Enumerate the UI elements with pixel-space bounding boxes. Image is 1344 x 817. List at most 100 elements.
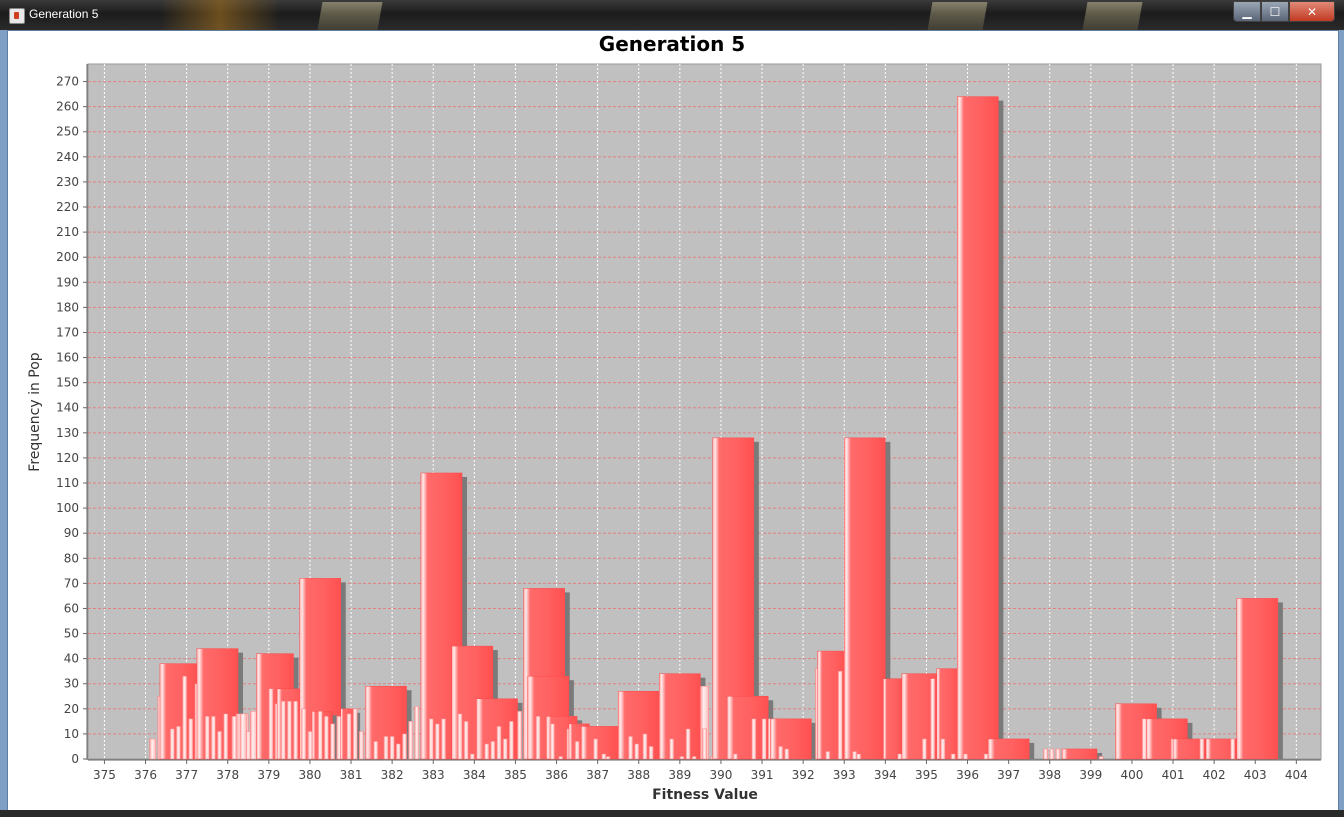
bar: [963, 753, 968, 760]
window-controls: ▁ ☐ ✕: [1233, 1, 1335, 22]
y-tick-label: 30: [64, 677, 79, 691]
bar: [659, 673, 701, 760]
bar: [268, 688, 274, 760]
chart-title: Generation 5: [599, 32, 745, 56]
x-tick-label: 395: [915, 768, 938, 782]
bar: [149, 738, 157, 760]
y-tick-label: 130: [56, 426, 79, 440]
bar: [825, 751, 831, 760]
bar: [1061, 748, 1098, 760]
bar: [463, 721, 469, 760]
x-tick-label: 398: [1038, 768, 1061, 782]
bar: [169, 728, 175, 760]
bar: [484, 743, 489, 760]
x-tick-label: 376: [134, 768, 157, 782]
bar: [1230, 738, 1235, 760]
bar: [628, 736, 633, 760]
bar: [223, 713, 228, 760]
bar: [593, 738, 598, 760]
y-tick-label: 210: [56, 225, 79, 239]
bar: [239, 713, 247, 760]
x-tick-label: 399: [1079, 768, 1102, 782]
bar: [558, 756, 563, 760]
x-tick-label: 403: [1244, 768, 1267, 782]
bar: [1043, 748, 1048, 760]
bar: [784, 748, 790, 760]
bar: [509, 721, 514, 760]
x-tick-label: 400: [1120, 768, 1143, 782]
x-tick-label: 397: [997, 768, 1020, 782]
x-tick-label: 396: [956, 768, 979, 782]
bar: [1049, 748, 1055, 760]
y-tick-label: 70: [64, 576, 79, 590]
title-bar[interactable]: Generation 5 ▁ ☐ ✕: [0, 0, 1344, 30]
x-tick-label: 387: [586, 768, 609, 782]
bar: [837, 670, 843, 760]
y-tick-label: 190: [56, 275, 79, 289]
bar: [346, 713, 352, 760]
y-tick-label: 180: [56, 300, 79, 314]
bar: [496, 726, 502, 760]
bar: [428, 718, 434, 760]
bar: [1236, 598, 1279, 760]
y-axis-label: Frequency in Pop: [27, 352, 43, 471]
bar: [457, 713, 463, 760]
bar: [940, 738, 946, 760]
x-tick-label: 394: [874, 768, 897, 782]
bar: [648, 746, 654, 760]
x-tick-label: 402: [1203, 768, 1226, 782]
y-tick-label: 100: [56, 501, 79, 515]
x-tick-label: 375: [93, 768, 116, 782]
bar: [634, 743, 639, 760]
window-title: Generation 5: [29, 7, 99, 21]
bar: [761, 718, 767, 760]
x-tick-label: 383: [422, 768, 445, 782]
bar: [469, 753, 475, 760]
bar: [642, 733, 648, 760]
bar: [883, 678, 905, 760]
x-tick-label: 378: [216, 768, 239, 782]
x-tick-label: 389: [668, 768, 691, 782]
bar: [435, 723, 440, 760]
x-tick-label: 393: [833, 768, 856, 782]
x-tick-label: 380: [298, 768, 321, 782]
bar: [733, 753, 738, 760]
bar: [517, 711, 522, 760]
x-tick-label: 388: [627, 768, 650, 782]
bar: [383, 736, 389, 760]
x-tick-label: 390: [709, 768, 732, 782]
y-tick-label: 200: [56, 250, 79, 264]
bar: [359, 731, 364, 760]
bar: [843, 437, 886, 760]
y-tick-label: 170: [56, 325, 79, 339]
bar: [957, 96, 999, 760]
bar: [352, 708, 358, 760]
y-tick-label: 260: [56, 100, 79, 114]
bar: [601, 753, 607, 760]
bar: [605, 756, 611, 760]
bars: [149, 96, 1283, 760]
bar: [669, 738, 674, 760]
bar: [574, 741, 580, 760]
bar: [930, 678, 935, 760]
java-app-icon[interactable]: [9, 8, 25, 24]
bar: [176, 726, 181, 760]
x-tick-label: 384: [463, 768, 486, 782]
bar: [182, 675, 187, 760]
bar: [211, 716, 216, 760]
minimize-button[interactable]: ▁: [1233, 1, 1261, 22]
y-tick-label: 270: [56, 75, 79, 89]
close-button[interactable]: ✕: [1289, 1, 1335, 22]
maximize-button[interactable]: ☐: [1261, 1, 1289, 22]
x-tick-label: 379: [257, 768, 280, 782]
y-tick-label: 10: [64, 727, 79, 741]
y-tick-label: 240: [56, 150, 79, 164]
bar: [580, 726, 619, 760]
y-tick-label: 250: [56, 125, 79, 139]
bar: [317, 711, 323, 760]
x-tick-label: 385: [504, 768, 527, 782]
y-tick-label: 140: [56, 401, 79, 415]
bar: [1055, 748, 1061, 760]
bar: [535, 716, 541, 760]
